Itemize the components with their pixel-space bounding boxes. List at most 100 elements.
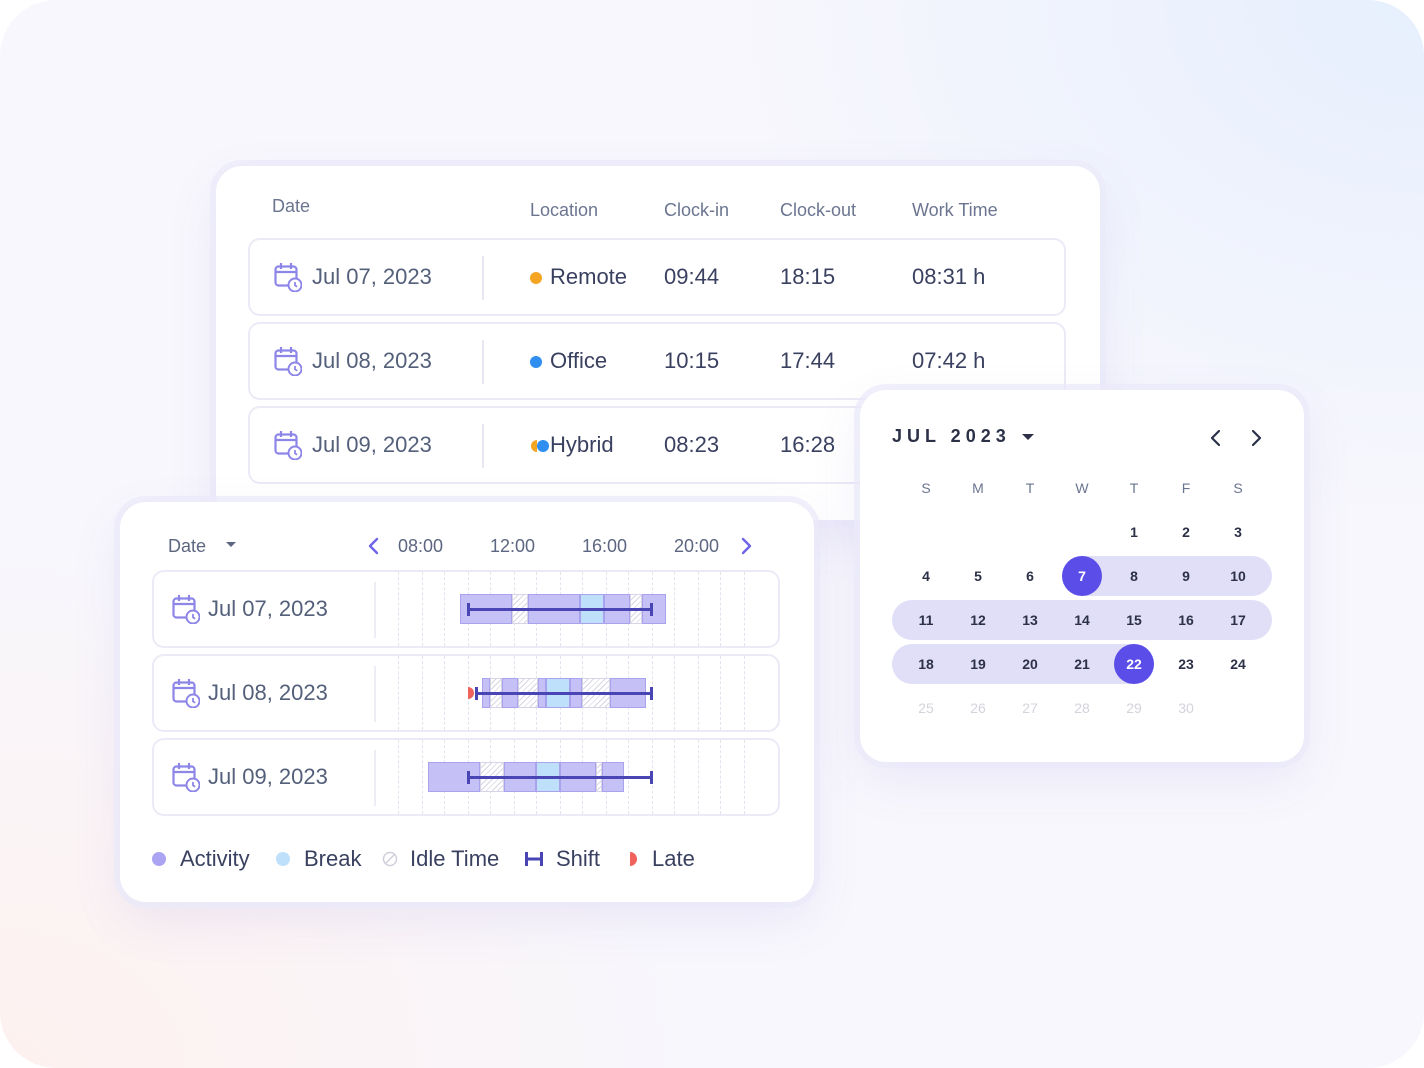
late-legend-swatch [630,852,637,866]
gridline [444,656,445,730]
calendar-clock-icon [172,679,200,708]
calendar-day[interactable]: 1 [1130,524,1138,540]
timeline-track [376,740,780,814]
chevron-right-icon[interactable] [734,534,758,558]
row-work-time: 07:42 h [912,348,986,373]
calendar-clock-icon [274,431,302,460]
calendar-day[interactable]: 21 [1074,656,1090,672]
table-row[interactable]: Jul 07, 2023 Remote 09:44 18:15 08:31 h [248,238,1066,316]
row-location: Remote [550,264,628,289]
timeline-row-date: Jul 07, 2023 [208,596,328,621]
row-clock-in: 09:44 [664,264,720,289]
gridline [744,740,745,814]
calendar-day[interactable]: 23 [1178,656,1194,672]
legend-label: Shift [556,846,601,871]
timeline-row[interactable]: Jul 07, 2023 [152,570,780,648]
timeline-row[interactable]: Jul 08, 2023 [152,654,780,732]
calendar-day[interactable]: 2 [1182,524,1190,540]
selected-range-band [892,600,1272,640]
gridline [744,656,745,730]
calendar-day[interactable]: 12 [970,612,986,628]
row-location: Hybrid [550,432,614,457]
shift-bar [467,771,653,784]
column-header-date: Date [272,196,311,216]
legend-label: Idle Time [410,846,500,871]
timeline-row[interactable]: Jul 09, 2023 [152,738,780,816]
calendar-day[interactable]: 15 [1126,612,1142,628]
column-divider [482,256,484,300]
caret-down-icon[interactable] [224,540,238,550]
calendar-day[interactable]: 3 [1234,524,1242,540]
column-header-work-time: Work Time [912,200,998,220]
calendar-day-disabled: 28 [1074,700,1090,716]
hour-label: 08:00 [398,536,444,556]
table-row[interactable]: Jul 08, 2023 Office 10:15 17:44 07:42 h [248,322,1066,400]
calendar-day[interactable]: 8 [1130,568,1138,584]
gridline [422,740,423,814]
chevron-right-icon[interactable] [1244,426,1268,450]
row-clock-out: 16:28 [780,432,836,457]
gridline [698,656,699,730]
gridline [720,572,721,646]
legend-label: Late [652,846,695,871]
calendar-day[interactable]: 5 [974,568,982,584]
chevron-left-icon[interactable] [362,534,386,558]
gridline [398,656,399,730]
weekday-label: T [1129,480,1139,496]
selected-range-band [892,644,1154,684]
weekday-label: T [1025,480,1035,496]
calendar-day[interactable]: 10 [1230,568,1246,584]
gridline [422,572,423,646]
row-work-time: 08:31 h [912,264,986,289]
gridline [674,656,675,730]
calendar-day[interactable]: 19 [970,656,986,672]
calendar-day[interactable]: 6 [1026,568,1034,584]
gridline [720,740,721,814]
calendar-clock-icon [274,263,302,292]
gridline [674,740,675,814]
timeline-track [376,572,780,646]
calendar-day[interactable]: 9 [1182,568,1190,584]
month-label[interactable]: JUL 2023 [892,426,1011,446]
gridline [744,572,745,646]
calendar-day-disabled: 27 [1022,700,1038,716]
calendar-day[interactable]: 16 [1178,612,1194,628]
calendar-day[interactable]: 4 [922,568,930,584]
date-filter-label: Date [168,536,207,556]
shift-bar [467,603,653,616]
row-date: Jul 07, 2023 [312,264,432,289]
row-clock-out: 18:15 [780,264,836,289]
hour-label: 16:00 [582,536,628,556]
calendar-day[interactable]: 20 [1022,656,1038,672]
calendar-clock-icon [172,763,200,792]
calendar-day[interactable]: 18 [918,656,934,672]
calendar-day[interactable]: 17 [1230,612,1246,628]
calendar-day[interactable]: 14 [1074,612,1090,628]
shift-legend-icon [525,852,543,866]
gridline [444,572,445,646]
gridline [398,740,399,814]
calendar-day-disabled: 29 [1126,700,1142,716]
weekday-label: F [1181,480,1191,496]
timeline-row-date: Jul 08, 2023 [208,680,328,705]
chevron-left-icon[interactable] [1204,426,1228,450]
column-divider [374,666,376,722]
legend-label: Break [304,846,362,871]
row-clock-in: 10:15 [664,348,720,373]
caret-down-icon[interactable] [1020,432,1036,442]
calendar-day[interactable]: 13 [1022,612,1038,628]
calendar-day-range-start[interactable]: 7 [1062,556,1102,596]
idle-legend-icon [382,851,398,867]
calendar-day[interactable]: 11 [918,612,934,628]
calendar-clock-icon [274,347,302,376]
calendar-day[interactable]: 24 [1230,656,1246,672]
gridline [674,572,675,646]
calendar-day-range-end[interactable]: 22 [1114,644,1154,684]
column-divider [374,750,376,806]
hour-label: 12:00 [490,536,536,556]
column-header-clock-out: Clock-out [780,200,857,220]
weekday-label: M [972,480,984,496]
column-divider [374,582,376,638]
row-clock-in: 08:23 [664,432,720,457]
hybrid-location-icon [531,440,549,452]
